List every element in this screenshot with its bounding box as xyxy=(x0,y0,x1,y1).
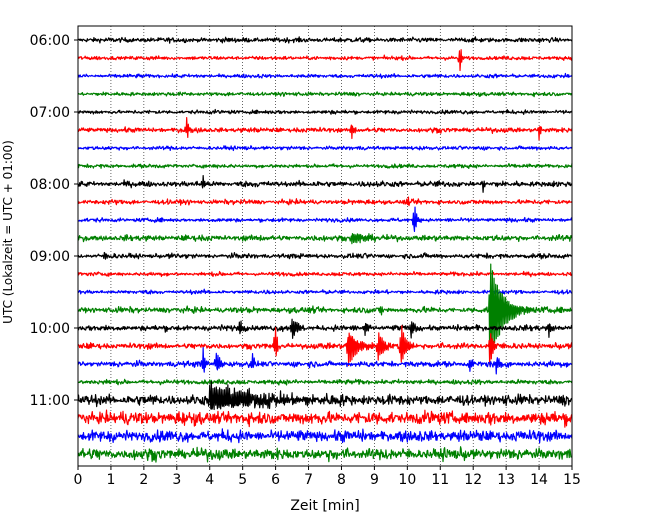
x-tick-label: 11 xyxy=(431,472,449,488)
x-tick-label: 7 xyxy=(304,472,313,488)
trace-0815 xyxy=(77,196,573,207)
x-tick-label: 5 xyxy=(238,472,247,488)
trace-0915 xyxy=(77,270,573,278)
trace-0845 xyxy=(77,233,573,245)
x-tick-label: 9 xyxy=(370,472,379,488)
trace-1115 xyxy=(77,409,573,428)
trace-0630 xyxy=(77,72,573,79)
trace-0615 xyxy=(77,49,573,72)
x-tick-label: 6 xyxy=(271,472,280,488)
trace-0645 xyxy=(77,91,573,98)
y-axis-label: UTC (Lokalzeit = UTC + 01:00) xyxy=(1,140,15,324)
trace-0715 xyxy=(77,117,573,141)
trace-1030 xyxy=(77,347,573,375)
x-axis-label: Zeit [min] xyxy=(290,498,359,514)
trace-1000 xyxy=(77,318,573,339)
y-tick-label: 10:00 xyxy=(30,321,70,337)
y-tick-label: 06:00 xyxy=(30,33,70,49)
y-axis-ticks: 06:00 07:00 08:00 09:00 10:00 11:00 xyxy=(30,33,78,409)
x-tick-label: 4 xyxy=(205,472,214,488)
x-tick-label: 1 xyxy=(106,472,115,488)
trace-0900 xyxy=(77,251,573,260)
plot-frame xyxy=(77,25,573,467)
trace-1100 xyxy=(77,380,573,411)
trace-0830 xyxy=(77,206,573,233)
x-tick-label: 3 xyxy=(172,472,181,488)
y-tick-label: 11:00 xyxy=(30,393,70,409)
trace-0730 xyxy=(77,145,573,152)
x-tick-label: 13 xyxy=(497,472,515,488)
x-axis-ticks: 0 1 2 3 4 5 6 7 8 9 10 11 12 13 14 15 xyxy=(74,466,581,488)
x-tick-label: 15 xyxy=(563,472,581,488)
x-tick-label: 0 xyxy=(74,472,83,488)
x-tick-label: 10 xyxy=(398,472,416,488)
trace-1130 xyxy=(77,428,573,444)
trace-1145 xyxy=(77,446,573,463)
trace-0745 xyxy=(77,162,573,170)
y-tick-label: 08:00 xyxy=(30,177,70,193)
x-tick-label: 12 xyxy=(464,472,482,488)
trace-0930 xyxy=(77,288,573,295)
x-tick-label: 2 xyxy=(139,472,148,488)
x-tick-label: 14 xyxy=(530,472,548,488)
x-tick-label: 8 xyxy=(337,472,346,488)
trace-0600 xyxy=(77,36,573,44)
trace-0800 xyxy=(77,175,573,193)
y-tick-label: 07:00 xyxy=(30,105,70,121)
y-tick-label: 09:00 xyxy=(30,249,70,265)
seismogram-traces xyxy=(77,36,573,463)
trace-0700 xyxy=(77,108,573,115)
trace-1045 xyxy=(77,378,573,386)
